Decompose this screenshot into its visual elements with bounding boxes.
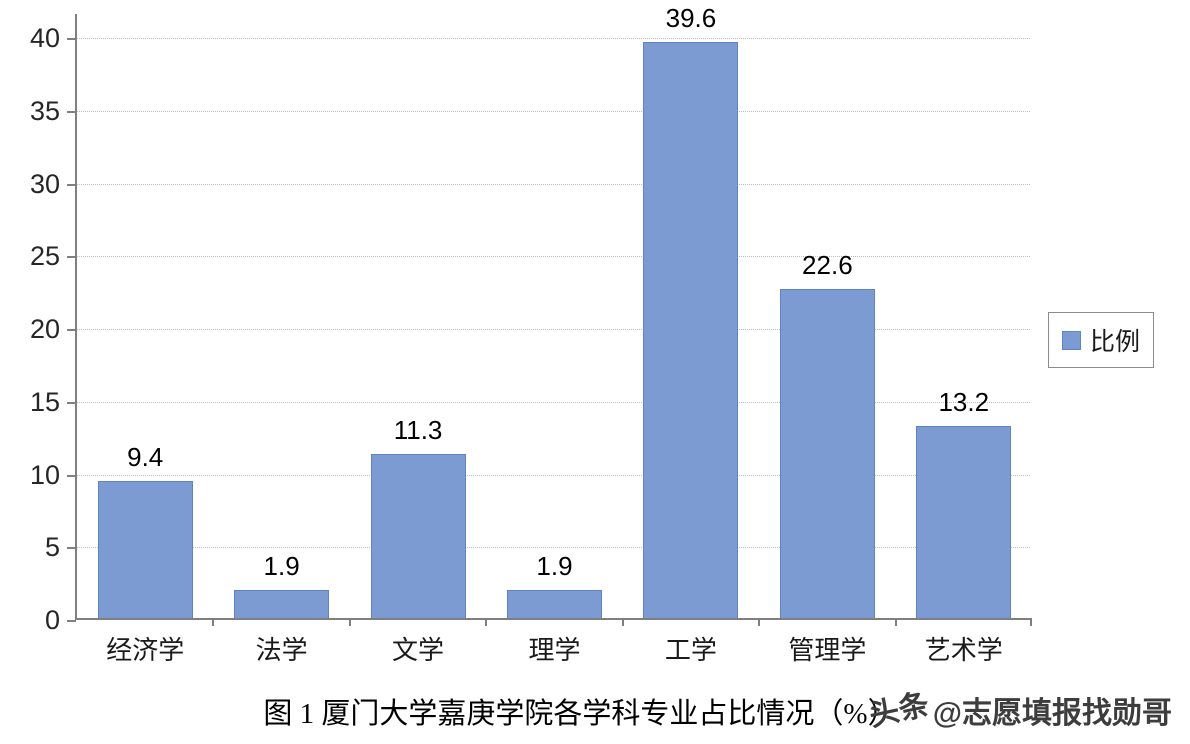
x-axis-category-label: 文学 — [392, 635, 445, 665]
y-axis-tick-label: 30 — [29, 168, 60, 199]
y-axis-tick-label: 35 — [29, 95, 60, 126]
x-axis-tick — [485, 618, 488, 626]
legend-swatch — [1062, 330, 1081, 350]
bar — [779, 289, 875, 618]
bar — [507, 590, 602, 618]
bar-value-label: 1.9 — [263, 551, 300, 582]
watermark-handle: @志愿填报找勋哥 — [932, 697, 1172, 730]
y-axis-tick-label: 10 — [29, 459, 60, 490]
gridline — [77, 547, 1030, 549]
plot-area: 9.4 经济学 1.9 法学 11.3 文学 1.9 理学 39.6 工学 22.6 管理学 13.2 艺… — [67, 3, 1032, 665]
y-axis-tick-label: 40 — [29, 23, 60, 53]
x-axis-category-label: 理学 — [528, 635, 581, 665]
x-axis-tick — [212, 618, 215, 626]
bar-value-label: 1.9 — [536, 551, 573, 582]
gridline — [77, 401, 1030, 403]
bar — [234, 590, 330, 618]
gridline — [77, 474, 1030, 476]
legend-label: 比例 — [1090, 328, 1141, 356]
bar — [370, 453, 466, 618]
y-axis-tick-label: 20 — [29, 314, 60, 344]
x-axis-category-label: 工学 — [664, 635, 717, 665]
y-axis-labels: 0 5 10 15 20 25 30 35 40 — [0, 14, 60, 635]
y-axis-tick-label: 25 — [29, 241, 60, 272]
toutiao-logo: 头条 — [866, 688, 932, 733]
bar-value-label: 9.4 — [127, 442, 164, 473]
gridline — [77, 329, 1030, 330]
x-axis-category-label: 艺术学 — [924, 635, 1003, 665]
x-axis-tick — [894, 618, 897, 626]
gridline — [77, 110, 1030, 112]
y-axis-tick-label: 5 — [44, 532, 60, 563]
y-axis-tick — [67, 183, 76, 186]
bar — [97, 481, 193, 618]
x-axis-category-label: 经济学 — [106, 635, 185, 665]
y-axis-tick — [67, 401, 76, 404]
bar — [916, 425, 1012, 618]
y-axis-tick — [67, 256, 76, 259]
x-axis-tick — [1030, 618, 1032, 626]
gridline — [77, 183, 1030, 185]
legend: 比例 — [1048, 312, 1155, 368]
y-axis-tick — [67, 329, 76, 331]
gridline — [77, 256, 1030, 258]
y-axis-tick-label: 15 — [29, 386, 60, 417]
y-axis-tick-label: 0 — [44, 605, 60, 635]
y-axis-tick — [67, 620, 76, 622]
x-axis-category-label: 管理学 — [788, 635, 867, 665]
bar-value-label: 13.2 — [938, 386, 990, 417]
bar — [643, 41, 739, 618]
watermark: 头条@志愿填报找勋哥 — [866, 688, 1172, 733]
y-axis-tick — [67, 547, 76, 550]
y-axis-tick — [67, 110, 76, 113]
gridline — [77, 38, 1030, 39]
bar-value-label: 39.6 — [665, 2, 717, 33]
y-axis-tick — [67, 38, 76, 40]
x-axis-tick — [621, 618, 624, 626]
bar-value-label: 11.3 — [393, 414, 443, 445]
y-axis-tick — [67, 474, 76, 477]
bar-value-label: 22.6 — [802, 250, 853, 281]
x-axis-tick — [758, 618, 761, 626]
x-axis-category-label: 法学 — [255, 635, 308, 665]
x-axis-tick — [348, 618, 351, 626]
chart-title: 图 1 厦门大学嘉庚学院各学科专业占比情况（%） — [263, 698, 897, 730]
